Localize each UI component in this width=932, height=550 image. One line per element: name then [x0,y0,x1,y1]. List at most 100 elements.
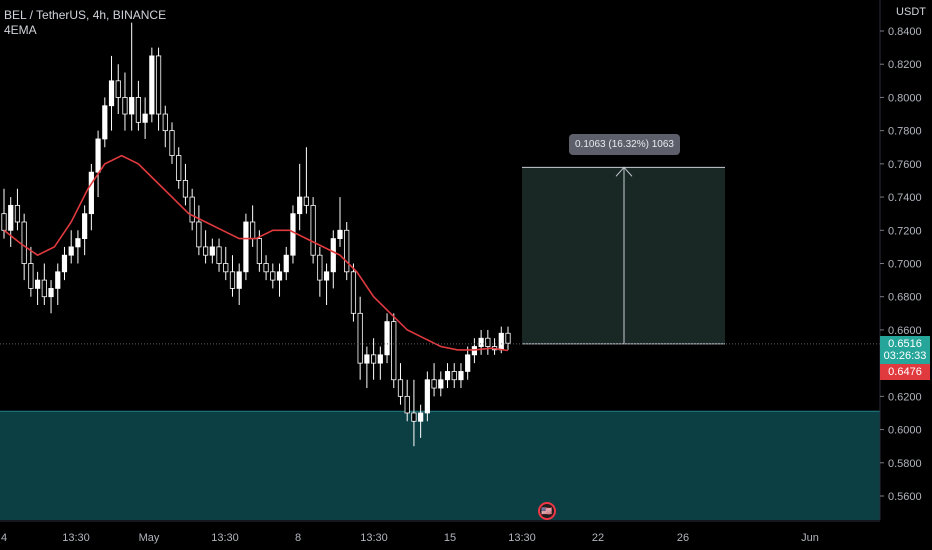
candle-body [142,113,148,123]
candle [485,329,491,355]
time-tick-label: Jun [801,532,819,544]
candle-body [384,321,390,356]
candle [391,313,397,389]
indicator-title[interactable]: 4EMA [4,23,37,37]
candle [8,197,14,247]
candle-body [250,221,256,239]
candle [162,105,168,148]
candle [75,230,81,264]
price-tick-label: 0.6800 [888,292,922,304]
ema-price-value: 0.6476 [888,366,922,378]
time-axis[interactable]: 4 13:30 May 13:30 8 13:30 15 13:30 22 26 Jun [1,532,819,544]
candle-body [48,288,54,298]
candle-body [229,271,236,289]
candle [451,363,457,389]
candle-body [364,354,370,364]
candle-body [21,221,27,264]
measure-arrow-head [615,166,633,177]
price-tick-label: 0.5600 [888,491,922,503]
time-tick-label: 8 [295,532,301,544]
candle-body [391,321,397,381]
candle-body [55,271,61,289]
candle [465,346,471,380]
price-tick-label: 0.7400 [888,192,922,204]
candle [155,47,162,131]
candle-body [276,271,283,281]
candle-body [303,196,310,206]
candle-body [317,254,323,281]
candle-body [182,180,189,198]
demand-zone[interactable] [0,411,880,520]
candle [344,221,350,281]
candle-body [202,246,209,256]
candle [28,246,34,297]
time-tick-label: 22 [592,532,604,544]
candle-body [357,312,363,364]
symbol-title[interactable]: BEL / TetherUS, 4h, BINANCE [4,8,167,22]
candle [411,379,417,447]
candle [310,197,316,264]
candle [149,47,155,123]
candle [115,64,121,115]
candle [216,238,222,272]
price-tick-label: 0.7800 [888,126,922,138]
candle-body [155,55,162,115]
price-tick-label: 0.8200 [888,59,922,71]
candle-body [310,204,316,256]
us-flag-event-icon[interactable]: 🇺🇸 [538,502,556,520]
candle [323,263,330,306]
candle-body [129,97,135,115]
price-range-measure[interactable] [522,166,725,345]
price-tick-label: 0.6600 [888,325,922,337]
ema-line [3,154,509,352]
candle-body [350,271,357,314]
candle [14,188,21,231]
time-tick-label: 26 [677,532,689,544]
candle-body [88,171,94,215]
candle [397,363,404,405]
candle-body [169,130,175,156]
candle [196,205,202,256]
candle-body [149,55,155,115]
ema-price-tag: 0.6476 [880,364,930,380]
candle [202,230,209,264]
candle-body [189,196,195,223]
currency-label[interactable]: USDT [896,6,926,18]
candle [55,263,61,306]
candle [21,213,27,281]
candle [438,371,444,397]
candle-body [263,263,269,273]
candle [236,263,242,306]
candle [95,130,101,198]
candle [357,296,363,380]
candle [283,246,289,281]
candle-body [377,354,383,364]
price-tick-label: 0.7200 [888,225,922,237]
candle-body [1,213,7,231]
candle-body [28,263,34,289]
time-tick-label: 4 [1,532,7,544]
candle [330,230,336,289]
candle-body [108,80,115,107]
time-tick-label: 13:30 [211,532,239,544]
candle-body [68,246,74,256]
candle-body [465,354,471,372]
candle [297,163,303,231]
time-tick-label: 15 [444,532,456,544]
candle [61,246,68,281]
candle [444,363,451,389]
candle-body [8,204,14,231]
candle-body [270,271,276,281]
price-tick-label: 0.8000 [888,92,922,104]
candle [102,97,108,148]
time-tick-label: 13:30 [360,532,388,544]
measure-label: 0.1063 (16.32%) 1063 [569,134,680,155]
price-tick-label: 0.8400 [888,26,922,38]
candle [290,205,296,264]
candle-body [41,279,47,298]
candle-body [404,395,410,414]
current-price-value: 0.6516 [888,338,922,350]
candle [303,147,310,214]
candle-body [438,379,444,389]
